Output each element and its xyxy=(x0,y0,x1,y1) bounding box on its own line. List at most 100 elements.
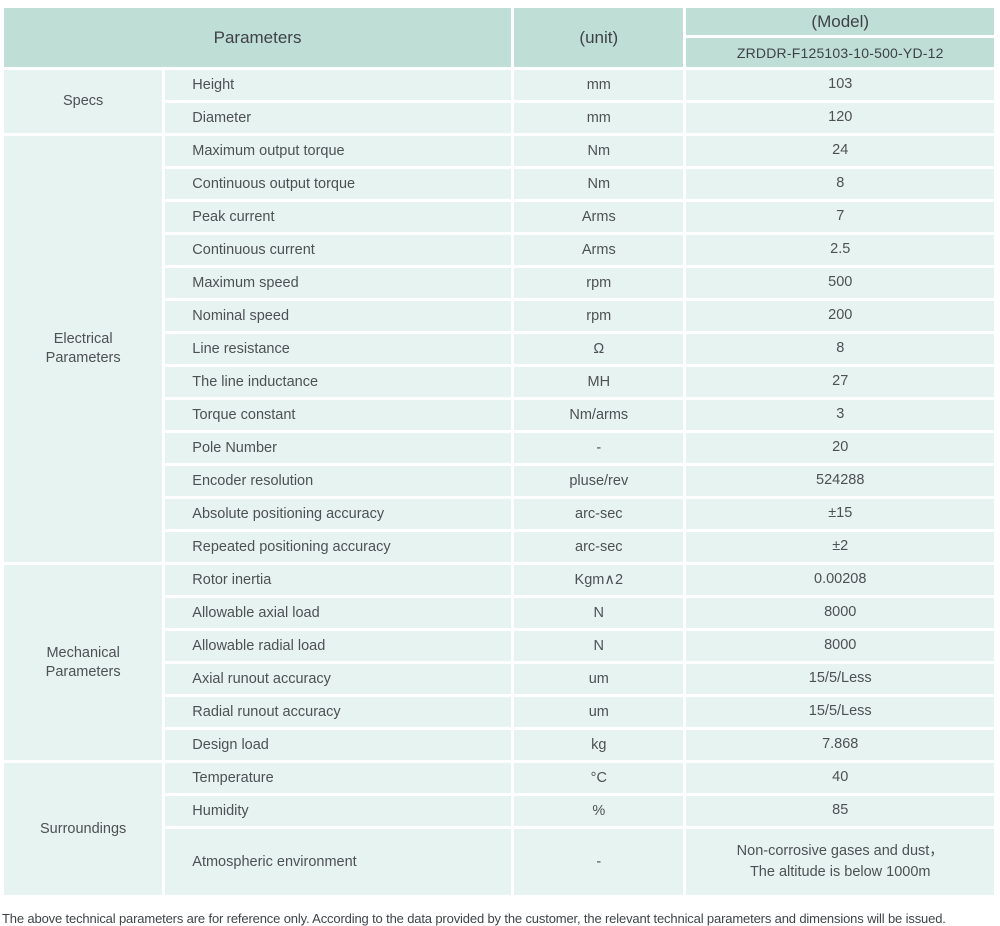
unit-cell: Nm xyxy=(514,136,684,166)
value-cell: 15/5/Less xyxy=(686,697,994,727)
spec-table-header: Parameters (unit) (Model) ZRDDR-F125103-… xyxy=(4,8,994,67)
param-name-cell: Atmospheric environment xyxy=(165,829,512,895)
unit-cell: N xyxy=(514,598,684,628)
unit-cell: rpm xyxy=(514,268,684,298)
param-name-cell: Design load xyxy=(165,730,512,760)
unit-cell: mm xyxy=(514,70,684,100)
param-name-cell: Allowable axial load xyxy=(165,598,512,628)
footer-note: The above technical parameters are for r… xyxy=(2,911,946,926)
table-row: Encoder resolution pluse/rev 524288 xyxy=(4,466,994,496)
unit-cell: mm xyxy=(514,103,684,133)
unit-cell: Arms xyxy=(514,202,684,232)
table-row: Nominal speed rpm 200 xyxy=(4,301,994,331)
spec-table: Parameters (unit) (Model) ZRDDR-F125103-… xyxy=(1,5,997,898)
table-row: Pole Number -20 xyxy=(4,433,994,463)
unit-cell: Arms xyxy=(514,235,684,265)
unit-cell: Ω xyxy=(514,334,684,364)
unit-cell: um xyxy=(514,664,684,694)
table-row: Maximum speed rpm 500 xyxy=(4,268,994,298)
param-name-cell: Axial runout accuracy xyxy=(165,664,512,694)
table-row: Radial runout accuracy um 15/5/Less xyxy=(4,697,994,727)
param-name-cell: Line resistance xyxy=(165,334,512,364)
table-row: Peak current Arms 7 xyxy=(4,202,994,232)
header-row-2: ZRDDR-F125103-10-500-YD-12 xyxy=(4,38,994,67)
param-name-cell: Continuous output torque xyxy=(165,169,512,199)
param-name-cell: Continuous current xyxy=(165,235,512,265)
unit-cell: MH xyxy=(514,367,684,397)
table-row: Diameter mm 120 xyxy=(4,103,994,133)
section-label-surroundings: Surroundings xyxy=(4,763,163,895)
section-label-specs: Specs xyxy=(4,70,163,133)
param-name-cell: Nominal speed xyxy=(165,301,512,331)
value-cell: 24 xyxy=(686,136,994,166)
table-row: The line inductance MH 27 xyxy=(4,367,994,397)
unit-cell: kg xyxy=(514,730,684,760)
spec-table-body: Specs Height mm 103 Diameter mm 120 Electrical … xyxy=(4,70,994,895)
param-name-cell: Maximum output torque xyxy=(165,136,512,166)
param-name-cell: Torque constant xyxy=(165,400,512,430)
table-row: Continuous output torque Nm 8 xyxy=(4,169,994,199)
unit-cell: °C xyxy=(514,763,684,793)
value-cell: ±2 xyxy=(686,532,994,562)
value-cell: 85 xyxy=(686,796,994,826)
model-column-header: (Model) xyxy=(686,8,994,35)
unit-cell: arc-sec xyxy=(514,499,684,529)
param-name-cell: Absolute positioning accuracy xyxy=(165,499,512,529)
table-row: Repeated positioning accuracy arc-sec ±2 xyxy=(4,532,994,562)
table-row: Axial runout accuracy um 15/5/Less xyxy=(4,664,994,694)
unit-cell: pluse/rev xyxy=(514,466,684,496)
param-name-cell: Diameter xyxy=(165,103,512,133)
table-row: Atmospheric environment - Non-corrosive ga… xyxy=(4,829,994,895)
value-cell: 7.868 xyxy=(686,730,994,760)
value-cell: 103 xyxy=(686,70,994,100)
parameters-column-header: Parameters xyxy=(4,8,512,67)
value-cell: 8 xyxy=(686,334,994,364)
table-row: Electrical Parameters Maximum output torq… xyxy=(4,136,994,562)
header-row-1: Parameters (unit) (Model) xyxy=(4,8,994,67)
table-row: Design load kg 7.868 xyxy=(4,730,994,760)
section-label-electrical-parameters: Electrical Parameters xyxy=(4,136,163,562)
param-name-cell: Humidity xyxy=(165,796,512,826)
unit-column-header: (unit) xyxy=(514,8,684,67)
param-name-cell: Radial runout accuracy xyxy=(165,697,512,727)
unit-cell: arc-sec xyxy=(514,532,684,562)
table-row: Surroundings Temperature °C 40 xyxy=(4,763,994,895)
value-cell: 524288 xyxy=(686,466,994,496)
param-name-cell: Height xyxy=(165,70,512,100)
unit-cell: N xyxy=(514,631,684,661)
table-row: Continuous current Arms 2.5 xyxy=(4,235,994,265)
param-name-cell: Temperature xyxy=(165,763,512,793)
value-cell: 40 xyxy=(686,763,994,793)
param-name-cell: Repeated positioning accuracy xyxy=(165,532,512,562)
value-cell: 8 xyxy=(686,169,994,199)
unit-cell: % xyxy=(514,796,684,826)
param-name-cell: Peak current xyxy=(165,202,512,232)
section-label-mechanical-parameters: Mechanical Parameters xyxy=(4,565,163,760)
value-cell: 27 xyxy=(686,367,994,397)
param-name-cell: Encoder resolution xyxy=(165,466,512,496)
param-name-cell: Maximum speed xyxy=(165,268,512,298)
unit-cell: - xyxy=(514,829,684,895)
table-row: Torque constant Nm/arms 3 xyxy=(4,400,994,430)
table-row: Line resistance Ω 8 xyxy=(4,334,994,364)
unit-cell: rpm xyxy=(514,301,684,331)
unit-cell: Nm/arms xyxy=(514,400,684,430)
unit-cell: Nm xyxy=(514,169,684,199)
unit-cell: um xyxy=(514,697,684,727)
table-row: Mechanical Parameters Rotor inertia Kgm∧2 0… xyxy=(4,565,994,760)
model-number: ZRDDR-F125103-10-500-YD-12 xyxy=(686,38,994,67)
param-name-cell: The line inductance xyxy=(165,367,512,397)
value-cell: 500 xyxy=(686,268,994,298)
value-cell: 3 xyxy=(686,400,994,430)
value-cell: 2.5 xyxy=(686,235,994,265)
param-name-cell: Allowable radial load xyxy=(165,631,512,661)
value-cell: 0.00208 xyxy=(686,565,994,595)
value-cell: 8000 xyxy=(686,631,994,661)
value-cell: 200 xyxy=(686,301,994,331)
spec-sheet-page: Parameters (unit) (Model) ZRDDR-F125103-… xyxy=(0,5,1000,926)
value-cell: Non-corrosive gases and dust， The altitu… xyxy=(686,829,994,895)
table-row: Specs Height mm 103 xyxy=(4,70,994,133)
table-row: Allowable radial load N 8000 xyxy=(4,631,994,661)
value-cell: 120 xyxy=(686,103,994,133)
table-row: Humidity% 85 xyxy=(4,796,994,826)
